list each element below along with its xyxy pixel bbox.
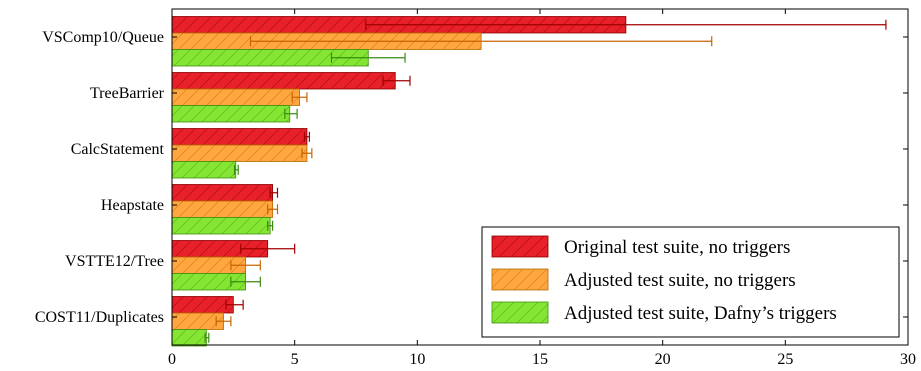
y-tick-label: Heapstate	[101, 197, 164, 214]
bar-2-3	[171, 217, 271, 235]
x-tick-label: 25	[777, 351, 793, 368]
x-tick-label: 15	[532, 351, 548, 368]
error-bar-2-3	[267, 220, 274, 231]
error-bars-layer	[204, 19, 887, 343]
error-bar-2-0	[330, 52, 406, 63]
bar-0-1	[171, 72, 396, 90]
x-tick-label: 20	[655, 351, 671, 368]
legend-label-0: Original test suite, no triggers	[564, 237, 790, 258]
error-bar-0-0	[365, 19, 887, 30]
error-bar-2-1	[284, 108, 298, 119]
error-bar-1-1	[291, 92, 308, 103]
error-bar-0-3	[269, 187, 279, 198]
x-tick-label: 10	[409, 351, 425, 368]
error-bar-1-0	[249, 36, 713, 47]
axis-ticks: VSComp10/Queue TreeBarrier CalcStatement He…	[35, 9, 916, 368]
error-bar-1-2	[301, 148, 313, 159]
bar-1-1	[171, 88, 300, 106]
bar-2-1	[171, 105, 291, 123]
bar-1-3	[171, 200, 273, 218]
error-bar-1-4	[230, 260, 261, 271]
error-bar-0-4	[240, 243, 296, 254]
bar-0-5	[171, 296, 234, 314]
bar-1-2	[171, 144, 308, 162]
y-tick-label: COST11/Duplicates	[35, 309, 164, 326]
bar-2-5	[171, 329, 207, 347]
legend-label-1: Adjusted test suite, no triggers	[564, 270, 796, 291]
y-tick-label: VSTTE12/Tree	[65, 253, 164, 270]
x-tick-label: 0	[168, 351, 176, 368]
error-bar-2-5	[204, 332, 210, 343]
legend-box	[481, 226, 900, 338]
y-tick-label: CalcStatement	[71, 141, 165, 158]
legend-label-2: Adjusted test suite, Dafny’s triggers	[564, 303, 837, 324]
error-bar-0-5	[225, 299, 244, 310]
error-bar-2-2	[233, 164, 239, 175]
bar-0-2	[171, 128, 308, 146]
bar-0-3	[171, 184, 273, 202]
error-bar-2-4	[230, 276, 261, 287]
error-bar-0-2	[303, 131, 310, 142]
x-tick-label: 5	[291, 351, 299, 368]
error-bar-1-3	[267, 204, 279, 215]
bar-2-2	[171, 161, 237, 179]
y-tick-label: TreeBarrier	[90, 85, 165, 102]
legend: Original test suite, no triggers Adjusted…	[481, 226, 900, 338]
x-tick-label: 30	[900, 351, 916, 368]
legend-swatch-0	[491, 235, 549, 258]
legend-swatch-1	[491, 268, 549, 291]
legend-swatch-2	[491, 301, 549, 324]
error-bar-0-1	[382, 75, 411, 86]
error-bar-1-5	[215, 316, 232, 327]
y-tick-label: VSComp10/Queue	[42, 29, 164, 46]
